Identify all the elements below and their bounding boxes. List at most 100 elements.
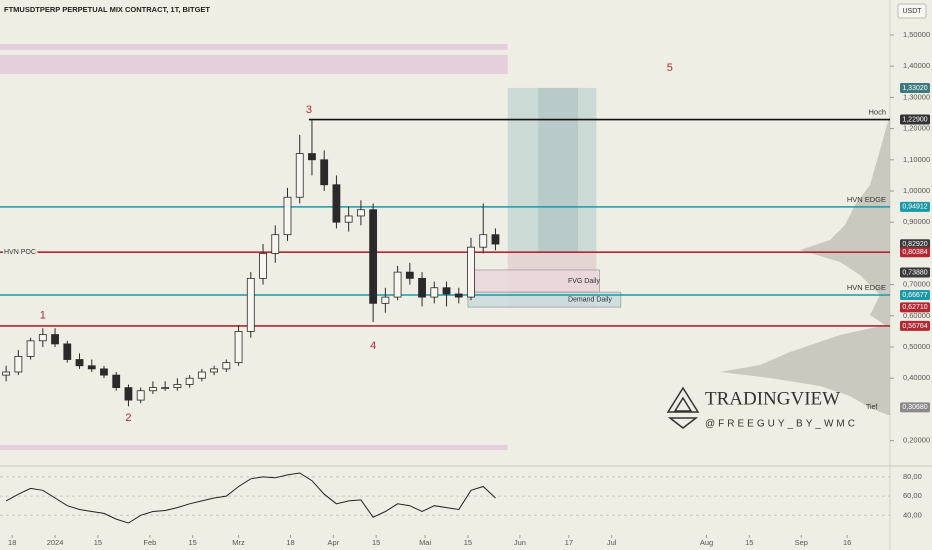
candle-body	[197, 371, 206, 379]
x-tick-label: Sep	[795, 538, 808, 547]
candle-body	[283, 196, 292, 236]
zone	[538, 87, 579, 253]
zone	[0, 54, 508, 74]
zone	[467, 269, 600, 293]
candle-body	[185, 377, 194, 385]
price-label-box	[900, 239, 930, 250]
currency-badge	[897, 3, 927, 19]
x-tick-label: 16	[843, 538, 851, 547]
x-tick-label: 2024	[47, 538, 64, 547]
candle-body	[405, 271, 414, 279]
annotation: 5	[667, 62, 673, 74]
candle-body	[87, 365, 96, 370]
candle-body	[356, 209, 365, 217]
price-label-box	[900, 320, 930, 331]
x-tick-label: Jul	[607, 538, 617, 547]
price-label: 0,56764	[902, 323, 927, 330]
candle-body	[149, 387, 157, 392]
price-label: 0,30680	[902, 404, 927, 411]
candle-body	[344, 215, 353, 223]
candle-body	[418, 277, 426, 298]
price-label: 1,33020	[902, 85, 927, 92]
x-tick-label: 18	[8, 538, 16, 547]
candle-body	[51, 334, 59, 345]
x-tick-label: 15	[372, 538, 380, 547]
annotation: 2	[125, 412, 131, 424]
candle-body	[332, 184, 341, 223]
currency: USDT	[902, 8, 922, 15]
annotation: 1	[40, 310, 46, 322]
y-tick-label: 0,70000	[903, 280, 930, 289]
x-tick-label: Apr	[328, 538, 340, 547]
level-label: HVN POC	[4, 249, 36, 256]
candle-body	[26, 340, 35, 357]
candle-body	[161, 387, 170, 390]
annotation: 3	[306, 104, 312, 116]
x-tick-label: Mrz	[232, 538, 245, 547]
candle-body	[442, 287, 451, 295]
candle-body	[467, 246, 475, 298]
candle-body	[38, 334, 47, 342]
candle-body	[479, 234, 488, 248]
y-tick-label: 1,20000	[903, 124, 930, 133]
price-label-box	[900, 267, 930, 278]
x-tick-label: 15	[464, 538, 472, 547]
y-tick-label: 0,90000	[903, 217, 930, 226]
candle-body	[2, 371, 11, 376]
candle-body	[124, 387, 133, 401]
zone-border	[467, 291, 622, 308]
chart-title: FTMUSDTPERP PERPETUAL MIX CONTRACT, 1T, …	[4, 5, 210, 14]
rsi-tick-label: 80,00	[903, 472, 922, 481]
candle-body	[63, 343, 72, 360]
candle-body	[14, 355, 23, 373]
level-label: HVN EDGE	[847, 283, 886, 292]
annotation: 4	[370, 340, 376, 352]
rsi-line	[5, 472, 496, 524]
level-label: HVN EDGE	[847, 195, 886, 204]
price-label-box	[900, 302, 930, 313]
y-tick-label: 1,10000	[903, 155, 930, 164]
x-tick-label: 18	[286, 538, 294, 547]
x-tick-label: 15	[745, 538, 753, 547]
zone-label: Demand Daily	[568, 296, 612, 303]
x-tick-label: Mai	[419, 538, 431, 547]
x-tick-label: 15	[189, 538, 197, 547]
watermark-brand: TRADINGVIEW	[705, 388, 840, 409]
zone	[0, 445, 508, 451]
price-label-box	[900, 289, 930, 300]
candle-body	[393, 271, 402, 298]
candle-body	[222, 362, 231, 370]
x-tick-label: 15	[94, 538, 102, 547]
price-label: 0,94912	[902, 204, 927, 211]
rsi-tick-label: 40,00	[903, 510, 922, 519]
candle-body	[369, 209, 378, 304]
y-tick-label: 1,50000	[903, 30, 930, 39]
price-label: 0,82920	[902, 241, 927, 248]
y-tick-label: 1,00000	[903, 186, 930, 195]
candle-body	[381, 296, 390, 304]
zone-label: FVG Daily	[568, 278, 600, 285]
zone	[467, 292, 621, 308]
candle-body	[430, 287, 439, 298]
x-tick-label: Jun	[514, 538, 526, 547]
candle-body	[75, 359, 84, 367]
price-label: 0,66677	[902, 292, 927, 299]
price-label: 0,62710	[902, 304, 927, 311]
candle-body	[173, 384, 182, 389]
level-label: Hoch	[868, 108, 886, 117]
price-label: 1,22900	[902, 116, 927, 123]
y-tick-label: 0,40000	[903, 373, 930, 382]
rsi-tick-label: 60,00	[903, 491, 922, 500]
y-tick-label: 0,50000	[903, 342, 930, 351]
candle-body	[234, 331, 243, 364]
candle-body	[259, 253, 267, 279]
watermark-handle: @FREEGUY_BY_WMC	[705, 419, 858, 430]
price-label-box	[900, 114, 930, 125]
y-tick-label: 0,60000	[903, 311, 930, 320]
price-label-box	[900, 201, 930, 212]
watermark-logo	[666, 386, 700, 429]
candle-body	[210, 368, 218, 373]
candle-body	[491, 234, 500, 245]
